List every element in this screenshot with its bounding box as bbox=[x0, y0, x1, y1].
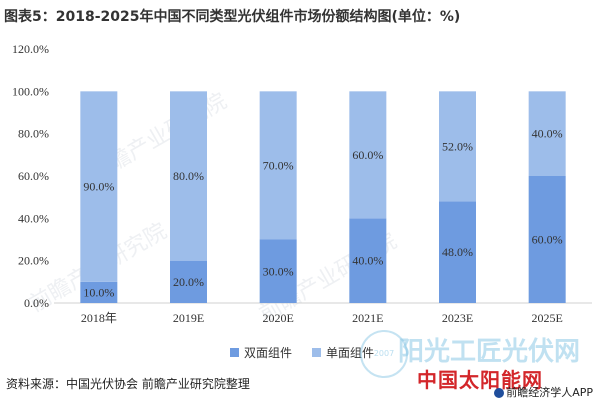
brand-subtitle: 前瞻经济学人APP bbox=[494, 384, 593, 400]
legend-swatch-monofacial bbox=[312, 348, 322, 357]
data-label: 20.0% bbox=[173, 275, 204, 289]
app-logo-icon bbox=[494, 388, 505, 398]
bar-segment bbox=[170, 91, 207, 261]
bar-segment bbox=[80, 281, 118, 303]
x-tick-label: 2021E bbox=[352, 311, 383, 325]
bar-segment bbox=[259, 91, 297, 240]
legend-label-bifacial: 双面组件 bbox=[244, 346, 293, 360]
data-label: 40.0% bbox=[532, 127, 563, 141]
legend: 双面组件 单面组件 bbox=[230, 344, 374, 361]
x-tick-label: 2023E bbox=[442, 311, 473, 325]
data-label: 40.0% bbox=[352, 254, 383, 268]
bar-segment bbox=[439, 201, 476, 303]
brand-subtitle-text: 前瞻经济学人APP bbox=[506, 386, 593, 399]
bar-segment bbox=[528, 176, 566, 303]
y-tick-label: 120.0% bbox=[12, 42, 49, 56]
bar-segment bbox=[259, 239, 297, 303]
bar-segment bbox=[349, 218, 387, 303]
data-label: 48.0% bbox=[442, 245, 473, 259]
x-tick-label: 2025E bbox=[531, 311, 562, 325]
x-tick-label: 2020E bbox=[262, 311, 293, 325]
y-tick-label: 60.0% bbox=[18, 169, 49, 183]
data-label: 90.0% bbox=[83, 180, 114, 194]
legend-item-bifacial: 双面组件 bbox=[230, 344, 292, 361]
x-tick-label: 2019E bbox=[173, 311, 204, 325]
y-tick-label: 0.0% bbox=[24, 296, 49, 310]
y-tick-label: 80.0% bbox=[18, 127, 49, 141]
legend-swatch-bifacial bbox=[230, 348, 239, 357]
bar-segment bbox=[528, 91, 566, 176]
source-note: 资料来源：中国光伏协会 前瞻产业研究院整理 bbox=[6, 377, 250, 391]
watermark-site: 阳光工匠光伏网 bbox=[398, 337, 581, 367]
data-label: 80.0% bbox=[173, 169, 204, 183]
data-label: 52.0% bbox=[442, 139, 473, 153]
y-tick-label: 40.0% bbox=[18, 211, 49, 225]
y-tick-label: 20.0% bbox=[18, 254, 49, 268]
data-label: 10.0% bbox=[83, 285, 114, 299]
watermark-seal: 2007 bbox=[360, 330, 408, 378]
bar-segment bbox=[439, 91, 476, 202]
brand-watermark: 中国太阳能网 bbox=[417, 368, 543, 392]
data-label: 70.0% bbox=[263, 158, 294, 172]
bar-segment bbox=[80, 91, 118, 282]
data-label: 30.0% bbox=[263, 264, 294, 278]
y-tick-label: 100.0% bbox=[12, 84, 49, 98]
data-label: 60.0% bbox=[532, 233, 563, 247]
bar-segment bbox=[349, 91, 387, 219]
bar-segment bbox=[170, 260, 207, 303]
data-label: 60.0% bbox=[352, 148, 383, 162]
chart-title: 图表5：2018-2025年中国不同类型光伏组件市场份额结构图(单位：%) bbox=[4, 9, 461, 25]
x-tick-label: 2018年 bbox=[81, 311, 117, 325]
